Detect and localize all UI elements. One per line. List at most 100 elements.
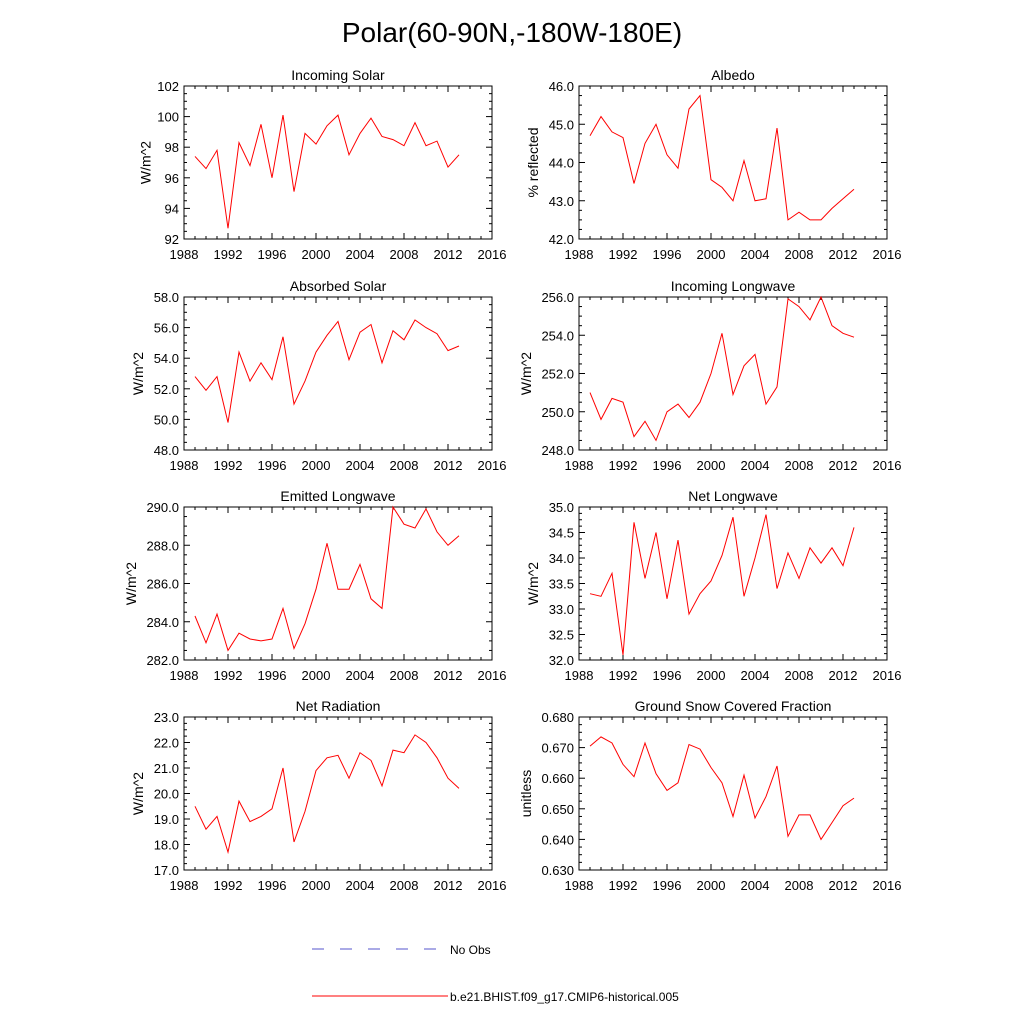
y-tick-label: 20.0 (154, 787, 179, 802)
y-tick-label: 44.0 (549, 156, 574, 171)
y-tick-label: 100 (157, 110, 179, 125)
x-tick-label: 1996 (653, 458, 682, 473)
x-tick-label: 1992 (609, 668, 638, 683)
legend: No Obs b.e21.BHIST.f09_g17.CMIP6-histori… (312, 943, 679, 1004)
panel-title: Albedo (711, 67, 755, 83)
y-axis-label: W/m^2 (518, 352, 534, 395)
y-tick-label: 34.0 (549, 551, 574, 566)
x-tick-label: 2004 (741, 878, 770, 893)
y-tick-label: 254.0 (541, 328, 574, 343)
y-tick-label: 0.680 (541, 710, 574, 725)
x-tick-label: 1988 (170, 247, 199, 262)
y-tick-label: 50.0 (154, 412, 179, 427)
x-tick-label: 2000 (302, 247, 331, 262)
main-title: Polar(60-90N,-180W-180E) (342, 17, 682, 48)
x-tick-label: 2016 (873, 668, 902, 683)
x-tick-label: 1992 (609, 458, 638, 473)
y-tick-label: 45.0 (549, 117, 574, 132)
x-tick-label: 1996 (653, 668, 682, 683)
y-tick-label: 17.0 (154, 863, 179, 878)
series-line-ground-snow-covered-fraction (589, 736, 855, 841)
y-tick-label: 248.0 (541, 443, 574, 458)
x-tick-label: 2012 (434, 458, 463, 473)
y-tick-label: 42.0 (549, 232, 574, 247)
x-tick-label: 2000 (697, 458, 726, 473)
x-tick-label: 1988 (565, 247, 594, 262)
plot-frame (578, 716, 888, 871)
plot-frame (578, 85, 888, 240)
x-tick-label: 2004 (741, 668, 770, 683)
x-tick-label: 1996 (258, 668, 287, 683)
x-tick-label: 2004 (346, 247, 375, 262)
x-tick-label: 2012 (829, 458, 858, 473)
y-tick-label: 102 (157, 79, 179, 94)
x-tick-label: 2004 (346, 458, 375, 473)
x-tick-label: 1992 (609, 878, 638, 893)
y-tick-label: 286.0 (146, 577, 179, 592)
y-tick-label: 46.0 (549, 79, 574, 94)
y-tick-label: 32.0 (549, 653, 574, 668)
y-tick-label: 58.0 (154, 290, 179, 305)
y-axis-label: W/m^2 (123, 562, 139, 605)
panels: Incoming Solar 1988 1992 1996 2000 2004 2008 20… (123, 67, 901, 893)
x-tick-label: 2016 (478, 878, 507, 893)
y-tick-label: 52.0 (154, 382, 179, 397)
y-tick-label: 96 (165, 171, 179, 186)
x-tick-label: 2008 (390, 458, 419, 473)
x-tick-label: 2008 (785, 458, 814, 473)
y-tick-label: 98 (165, 140, 179, 155)
x-tick-label: 2016 (873, 247, 902, 262)
x-tick-label: 2000 (697, 668, 726, 683)
series-line-net-longwave (589, 514, 855, 655)
y-tick-label: 19.0 (154, 812, 179, 827)
x-tick-label: 1988 (565, 878, 594, 893)
y-tick-label: 48.0 (154, 443, 179, 458)
x-tick-label: 2012 (829, 668, 858, 683)
panel-title: Emitted Longwave (280, 488, 395, 504)
y-tick-label: 250.0 (541, 405, 574, 420)
x-tick-label: 2016 (873, 458, 902, 473)
y-axis-label: W/m^2 (137, 141, 153, 184)
x-tick-label: 1988 (170, 878, 199, 893)
y-tick-label: 35.0 (549, 500, 574, 515)
y-tick-label: 0.660 (541, 771, 574, 786)
y-tick-label: 252.0 (541, 367, 574, 382)
panel-title: Incoming Solar (291, 67, 385, 83)
series-line-net-radiation (194, 734, 460, 855)
panel-absorbed-solar: Absorbed Solar 1988 1992 1996 2000 2004 2008 20… (130, 278, 506, 473)
x-tick-label: 2008 (390, 878, 419, 893)
x-tick-label: 2016 (873, 878, 902, 893)
y-tick-label: 56.0 (154, 321, 179, 336)
panel-title: Absorbed Solar (290, 278, 387, 294)
x-tick-label: 1996 (258, 878, 287, 893)
x-tick-label: 1992 (214, 668, 243, 683)
panel-net-radiation: Net Radiation 1988 1992 1996 2000 2004 2008 201… (130, 698, 506, 893)
x-tick-label: 2012 (829, 878, 858, 893)
y-tick-label: 0.630 (541, 863, 574, 878)
y-tick-label: 34.5 (549, 526, 574, 541)
x-tick-label: 2004 (346, 878, 375, 893)
series-line-albedo (589, 94, 855, 221)
x-tick-label: 1988 (170, 668, 199, 683)
x-tick-label: 2012 (434, 668, 463, 683)
x-tick-label: 2000 (302, 878, 331, 893)
panel-title: Ground Snow Covered Fraction (635, 698, 832, 714)
y-tick-label: 32.5 (549, 628, 574, 643)
legend-label-model: b.e21.BHIST.f09_g17.CMIP6-historical.005 (450, 990, 679, 1004)
y-axis-label: unitless (518, 770, 534, 817)
panel-albedo: Albedo 1988 1992 1996 2000 2004 2008 2012 2016 42… (525, 67, 901, 262)
series-line-absorbed-solar (194, 319, 460, 423)
x-tick-label: 2012 (434, 878, 463, 893)
x-tick-label: 2008 (390, 668, 419, 683)
plot-frame (578, 506, 888, 661)
y-axis-label: % reflected (525, 127, 541, 197)
panel-incoming-longwave: Incoming Longwave 1988 1992 1996 2000 2004 200… (518, 278, 901, 473)
x-tick-label: 1992 (609, 247, 638, 262)
y-tick-label: 290.0 (146, 500, 179, 515)
panel-ground-snow-covered-fraction: Ground Snow Covered Fraction 1988 1992 1996… (518, 698, 901, 893)
x-tick-label: 2012 (829, 247, 858, 262)
y-tick-label: 18.0 (154, 838, 179, 853)
y-tick-label: 0.640 (541, 832, 574, 847)
y-tick-label: 43.0 (549, 194, 574, 209)
